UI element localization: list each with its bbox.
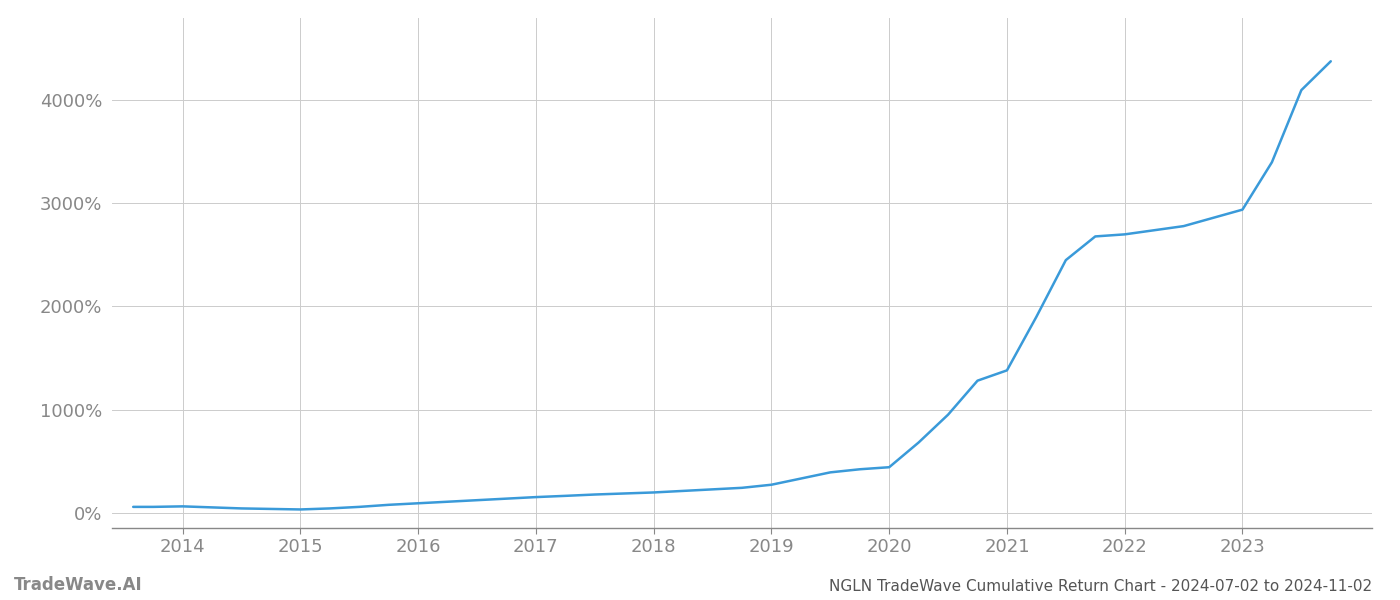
Text: TradeWave.AI: TradeWave.AI [14, 576, 143, 594]
Text: NGLN TradeWave Cumulative Return Chart - 2024-07-02 to 2024-11-02: NGLN TradeWave Cumulative Return Chart -… [829, 579, 1372, 594]
